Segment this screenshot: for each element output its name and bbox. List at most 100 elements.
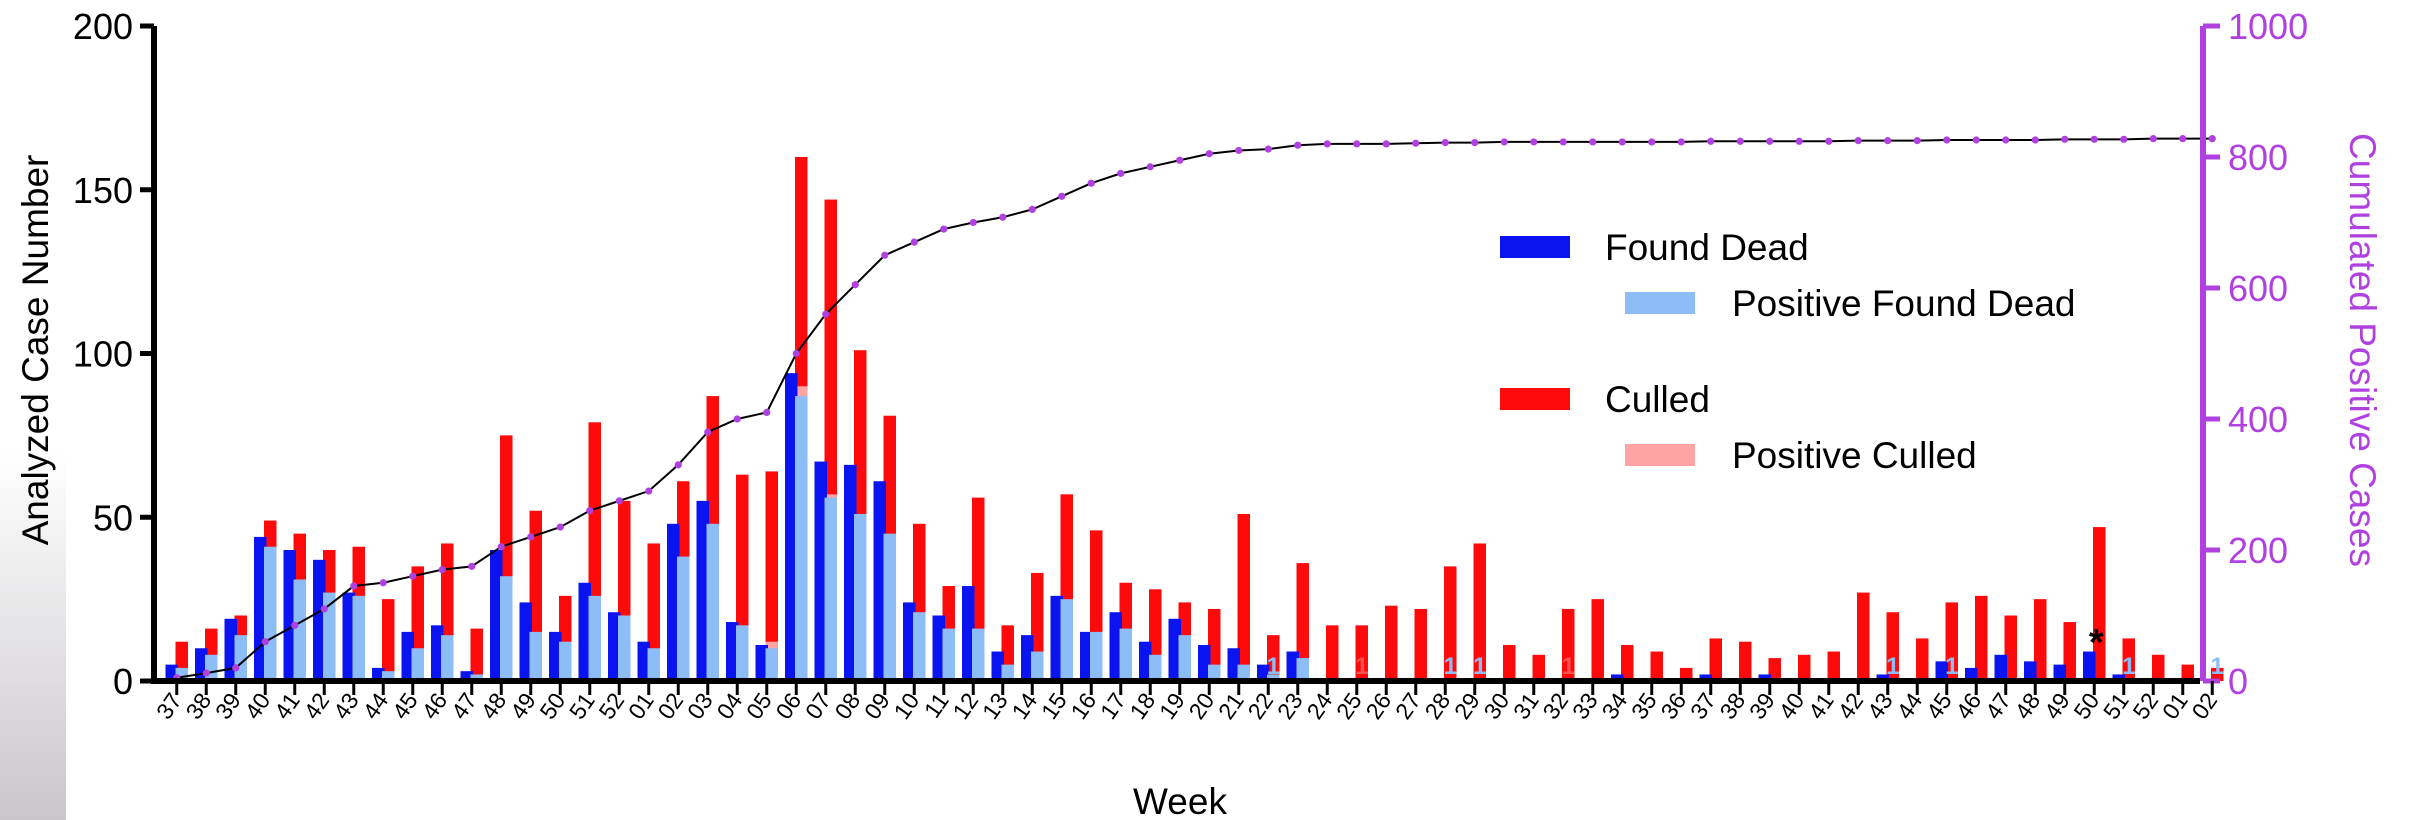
- cumulative-point: [2120, 135, 2128, 143]
- bar-found-dead: [519, 602, 532, 681]
- bar-found-dead: [2024, 661, 2037, 681]
- y-axis-label: Analyzed Case Number: [15, 155, 56, 546]
- bar-found-dead: [1758, 674, 1771, 681]
- bar-positive-found-dead: [765, 648, 778, 681]
- cumulative-point: [1235, 146, 1243, 155]
- annotation-count: 1: [1444, 653, 1457, 680]
- bar-culled: [2211, 667, 2224, 681]
- y2-tick-label: 800: [2228, 137, 2288, 178]
- cumulative-point: [1825, 137, 1833, 145]
- bar-culled: [1739, 641, 1752, 681]
- annotations-layer: 1 1 1 11 1 1 1 1*: [1267, 622, 2224, 680]
- cumulative-point: [1028, 205, 1036, 213]
- bar-positive-found-dead: [972, 628, 985, 681]
- annotation-count: 1: [2211, 653, 2224, 680]
- bar-culled: [765, 471, 778, 681]
- bar-found-dead: [313, 559, 326, 681]
- cumulative-point: [1176, 156, 1184, 164]
- bar-positive-found-dead: [411, 648, 424, 681]
- y2-axis-label: Cumulated Positive Cases: [2342, 133, 2383, 567]
- bar-culled: [1768, 658, 1781, 681]
- bar-positive-found-dead: [559, 641, 572, 681]
- bar-found-dead: [578, 582, 591, 681]
- bar-positive-found-dead: [824, 497, 837, 681]
- bar-positive-found-dead: [205, 654, 218, 681]
- legend-label-positive-culled: Positive Culled: [1732, 435, 1977, 476]
- bar-culled: [1532, 654, 1545, 681]
- legend-label-culled: Culled: [1605, 379, 1710, 420]
- cumulative-point: [1618, 138, 1626, 146]
- bar-culled: [1857, 592, 1870, 681]
- cumulative-point: [733, 415, 741, 423]
- y2-tick-label: 0: [2228, 661, 2248, 702]
- cumulative-point: [940, 225, 948, 233]
- bar-found-dead: [549, 631, 562, 681]
- bar-positive-found-dead: [293, 579, 306, 681]
- cumulative-point: [1913, 137, 1921, 145]
- bar-positive-found-dead: [1237, 664, 1250, 681]
- x-tick-label: 02: [2186, 688, 2222, 724]
- cumulative-point: [1854, 137, 1862, 145]
- y2-tick-label: 400: [2228, 399, 2288, 440]
- legend: Found Dead Positive Found Dead Culled Po…: [1500, 227, 2075, 476]
- bar-found-dead: [785, 373, 798, 681]
- cumulative-point: [2061, 135, 2069, 143]
- x-tick-label: 11: [919, 688, 954, 722]
- bar-found-dead: [814, 461, 827, 681]
- cumulative-point: [1441, 138, 1449, 147]
- bar-found-dead: [1965, 667, 1978, 681]
- y2-tick-label: 600: [2228, 268, 2288, 309]
- cumulative-point: [1648, 138, 1656, 146]
- cumulative-point: [1795, 137, 1803, 145]
- bar-culled: [2152, 654, 2165, 681]
- cumulative-point: [1323, 140, 1331, 148]
- cumulative-point: [1677, 138, 1685, 146]
- cumulative-point: [1382, 140, 1390, 148]
- bar-culled: [382, 599, 395, 681]
- bar-found-dead: [1080, 631, 1093, 681]
- cumulative-point: [379, 579, 387, 587]
- bar-culled: [1975, 595, 1988, 681]
- bar-found-dead: [342, 592, 355, 681]
- bar-found-dead: [608, 612, 621, 681]
- bar-found-dead: [1611, 674, 1624, 681]
- bar-culled: [1650, 651, 1663, 681]
- cumulative-point: [822, 310, 830, 318]
- cumulative-point: [615, 497, 623, 505]
- bar-culled: [1444, 566, 1457, 681]
- bar-found-dead: [1994, 654, 2007, 681]
- cumulative-point: [556, 523, 564, 531]
- cumulative-point: [763, 408, 771, 417]
- bar-found-dead: [1257, 664, 1270, 681]
- bar-found-dead: [1109, 612, 1122, 681]
- legend-swatch-culled: [1500, 388, 1570, 410]
- bar-found-dead: [932, 615, 945, 681]
- cumulative-point: [409, 572, 417, 580]
- annotation-count: 1: [1562, 653, 1575, 680]
- bar-found-dead: [490, 550, 503, 681]
- bar-positive-found-dead: [1149, 654, 1162, 681]
- bar-culled: [1237, 513, 1250, 681]
- bar-culled: [1208, 608, 1221, 681]
- cumulative-point: [1471, 138, 1479, 147]
- y-tick-label: 0: [113, 661, 133, 702]
- cumulative-point: [2179, 135, 2187, 143]
- bar-positive-found-dead: [234, 635, 247, 681]
- cumulative-point: [1087, 179, 1095, 187]
- cumulative-point: [1736, 137, 1744, 145]
- cumulative-point: [969, 218, 977, 227]
- bar-culled: [2181, 664, 2194, 681]
- bar-culled: [1296, 563, 1309, 681]
- bar-positive-found-dead: [1001, 664, 1014, 681]
- bar-positive-found-dead: [795, 396, 808, 681]
- legend-swatch-found-dead: [1500, 236, 1570, 258]
- bar-found-dead: [431, 625, 444, 681]
- bar-culled: [1945, 602, 1958, 681]
- bar-found-dead: [873, 481, 886, 681]
- cumulative-point: [232, 664, 240, 672]
- cumulative-point: [1353, 140, 1361, 148]
- cumulative-point: [2090, 135, 2098, 143]
- annotation-count: 1: [1473, 653, 1486, 680]
- annotation-count: 1: [2122, 653, 2135, 680]
